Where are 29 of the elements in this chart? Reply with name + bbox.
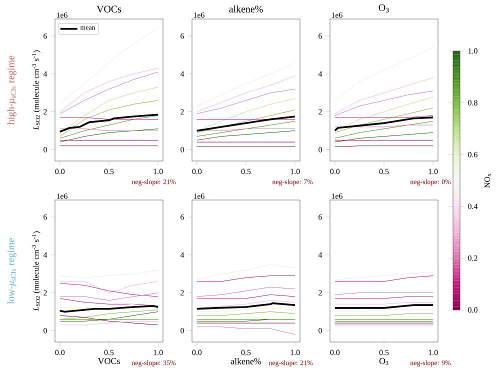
- text: low-μ$_{sCIs}$ regime: [7, 238, 16, 304]
- line-series: [60, 298, 158, 306]
- line-series: [196, 300, 296, 308]
- line-series: [334, 77, 434, 114]
- line-series: [196, 286, 296, 297]
- line-series: [196, 130, 296, 140]
- chart-title: alkene%: [229, 5, 263, 12]
- line-series: [334, 272, 434, 280]
- line-series: [334, 116, 434, 132]
- x-axis-title: VOCs: [98, 358, 120, 364]
- line-series: [60, 283, 158, 297]
- x-axis-title: alkene%: [230, 358, 262, 364]
- line-series: [196, 88, 296, 114]
- line-series: [196, 76, 296, 112]
- line-series: [196, 120, 296, 137]
- line-series: [334, 132, 434, 142]
- line-series: [60, 28, 158, 104]
- line-series: [60, 300, 158, 308]
- line-series: [60, 128, 158, 142]
- line-series: [59, 114, 159, 133]
- line-series: [60, 270, 158, 278]
- line-series: [196, 116, 296, 132]
- chart-title: VOCs: [96, 6, 122, 12]
- line-series: [60, 315, 158, 326]
- chart-title: O$_{3}$: [378, 4, 389, 12]
- line-series: [60, 100, 158, 137]
- line-series: [196, 264, 296, 280]
- text: high-μ$_{sCIs}$ regime: [7, 56, 16, 124]
- x-axis-title: O$_{3}$: [379, 358, 388, 366]
